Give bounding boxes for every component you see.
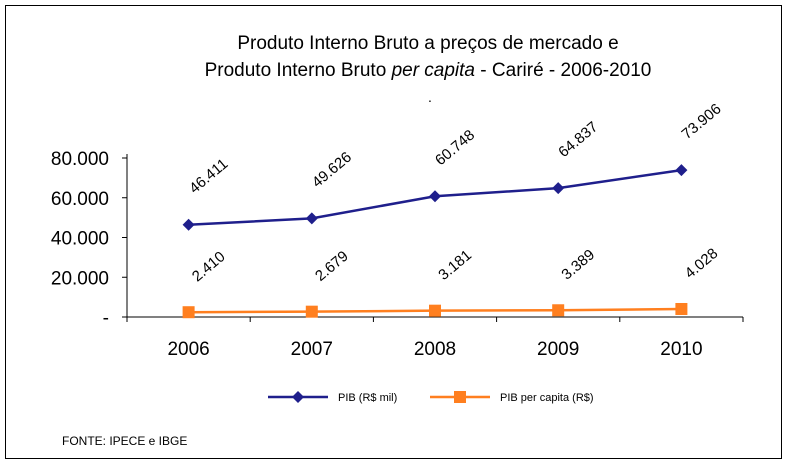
y-tick-label: - — [103, 308, 109, 329]
x-tick-label: 2009 — [537, 339, 579, 360]
y-tick-label: 60.000 — [51, 189, 109, 210]
y-tick-label: 40.000 — [51, 229, 109, 250]
title-part: - Cariré - 2006-2010 — [475, 60, 651, 81]
point — [182, 306, 195, 319]
point — [552, 182, 565, 195]
point — [675, 302, 688, 315]
x-tick-label: 2007 — [291, 339, 333, 360]
point — [305, 305, 318, 318]
point — [454, 391, 466, 403]
x-tick-label: 2010 — [660, 339, 702, 360]
legend-label: PIB per capita (R$) — [500, 392, 594, 404]
title-part: Produto Interno Bruto — [205, 60, 392, 81]
chart-title: Produto Interno Bruto per capita - Carir… — [205, 60, 652, 81]
title-part: per capita — [391, 60, 475, 81]
point — [675, 164, 688, 177]
point — [305, 212, 318, 225]
y-tick-label: 80.000 — [51, 149, 109, 170]
point — [182, 218, 195, 231]
chart-title: Produto Interno Bruto a preços de mercad… — [237, 33, 618, 54]
point — [429, 304, 441, 317]
annotation: . — [428, 89, 432, 105]
y-tick-label: 20.000 — [51, 268, 109, 289]
x-tick-label: 2006 — [167, 339, 209, 360]
x-tick-label: 2008 — [414, 339, 456, 360]
point — [292, 391, 304, 403]
legend-label: PIB (R$ mil) — [338, 392, 397, 404]
source: FONTE: IPECE e IBGE — [62, 434, 187, 448]
chart-border — [5, 5, 782, 459]
point — [429, 190, 441, 203]
point — [552, 304, 565, 317]
